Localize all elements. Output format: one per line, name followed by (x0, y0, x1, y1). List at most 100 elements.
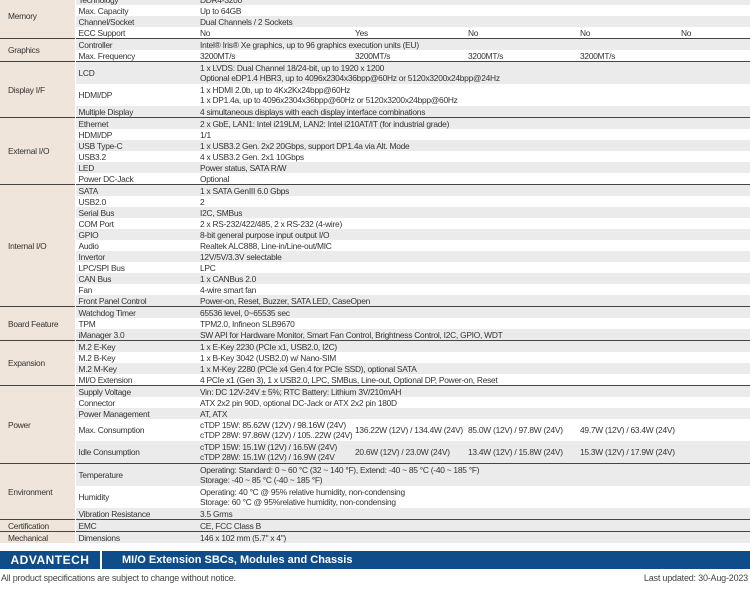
spec-label: Supply Voltage (75, 385, 197, 397)
spec-value-line: 2 x RS-232/422/485, 2 x RS-232 (4-wire) (200, 218, 343, 229)
spec-value-line: Optional (200, 173, 230, 184)
spec-value-line: 2 (200, 196, 205, 207)
spec-value: Power status, SATA R/W (197, 162, 750, 173)
spec-label: Max. Consumption (78, 425, 145, 435)
spec-row: HDMI/DP 1/1 (0, 129, 750, 140)
spec-row: Audio Realtek ALC888, Line-in/Line-out/MI… (0, 240, 750, 251)
spec-row: Board Feature Watchdog Timer 65536 level, … (0, 306, 750, 341)
spec-value: 1 x B-Key 3042 (USB2.0) w/ Nano-SIM (197, 352, 750, 363)
spec-label: LPC/SPI Bus (78, 262, 125, 273)
spec-value: 2 (197, 196, 750, 207)
spec-row: Environment Temperature Operating: Standar… (0, 463, 750, 520)
spec-value: Optional (197, 173, 750, 185)
spec-value-line: Intel® Iris® Xe graphics, up to 96 graph… (200, 39, 419, 50)
spec-label: Max. Capacity (78, 5, 129, 16)
spec-value: Intel® Iris® Xe graphics, up to 96 graph… (197, 38, 750, 50)
spec-value: 4 x USB3.2 Gen. 2x1 10Gbps (197, 151, 750, 162)
spec-label: Technology (75, 0, 197, 5)
spec-label: M.2 M-Key (75, 363, 197, 374)
spec-label: Invertor (75, 251, 197, 262)
spec-value: No (197, 27, 352, 39)
spec-label: HDMI/DP (78, 90, 113, 100)
spec-value-line: Operating: 40 °C @ 95% relative humidity… (200, 487, 405, 497)
spec-value-line: 20.6W (12V) / 23.0W (24V) (355, 447, 450, 457)
spec-value-line: Storage: 60 °C @ 95%relative humidity, n… (200, 497, 396, 507)
spec-label: Ethernet (75, 117, 197, 129)
spec-value-line: Dual Channels / 2 Sockets (200, 16, 293, 27)
spec-value: 3200MT/s (197, 50, 352, 62)
spec-value: cTDP 15W: 15.1W (12V) / 16.5W (24V) cTDP … (197, 441, 352, 464)
spec-value: Dual Channels / 2 Sockets (197, 16, 750, 27)
spec-value-line: 3200MT/s (355, 50, 391, 61)
spec-label: Front Panel Control (75, 295, 197, 307)
spec-value-line: Power status, SATA R/W (200, 162, 287, 173)
spec-value: 136.22W (12V) / 134.4W (24V) (352, 419, 465, 441)
spec-row: M.2 M-Key 1 x M-Key 2280 (PCIe x4 Gen.4 f… (0, 363, 750, 374)
spec-value: CE, FCC Class B (197, 519, 750, 532)
disclaimer: All product specifications are subject t… (1, 573, 236, 583)
spec-row: M.2 B-Key 1 x B-Key 3042 (USB2.0) w/ Nano… (0, 352, 750, 363)
spec-value-line: 4 PCIe x1 (Gen 3), 1 x USB2.0, LPC, SMBu… (200, 374, 498, 385)
spec-row: Internal I/O SATA 1 x SATA GenIII 6.0 Gbps (0, 184, 750, 307)
spec-value: AT, ATX (197, 408, 750, 419)
spec-value-line: 12V/5V/3.3V selectable (200, 251, 282, 262)
spec-value-line: cTDP 28W: 15.1W (12V) / 16.9W (24V (200, 452, 335, 462)
series-title: MI/O Extension SBCs, Modules and Chassis (122, 554, 353, 566)
spec-row: Max. Frequency 3200MT/s 3200MT/s 3200MT/s 32… (0, 50, 750, 62)
spec-value: No (465, 27, 577, 39)
spec-value-line: 85.0W (12V) / 97.8W (24V) (468, 425, 563, 435)
spec-value: Power-on, Reset, Buzzer, SATA LED, CaseO… (197, 295, 750, 307)
spec-label: Serial Bus (75, 207, 197, 218)
spec-row: HDMI/DP 1 x HDMI 2.0b, up to 4Kx2Kx24bpp@… (0, 84, 750, 106)
spec-label: ECC Support (78, 27, 126, 38)
spec-value-line: 4 x USB3.2 Gen. 2x1 10Gbps (200, 151, 304, 162)
spec-value: 12V/5V/3.3V selectable (197, 251, 750, 262)
spec-value-line: 3200MT/s (468, 50, 504, 61)
spec-label: Max. Frequency (78, 50, 136, 61)
spec-value-line: 8-bit general purpose input output I/O (200, 229, 330, 240)
spec-row: Max. Consumption cTDP 15W: 85.62W (12V) /… (0, 419, 750, 441)
spec-label: Audio (78, 240, 99, 251)
spec-value: 146 x 102 mm (5.7" x 4") (197, 531, 750, 543)
category-cell: Expansion (0, 340, 76, 386)
spec-value-line: Storage: -40 ~ 85 °C (-40 ~ 185 °F) (200, 475, 323, 485)
spec-value: cTDP 15W: 85.62W (12V) / 98.16W (24V) cTD… (197, 419, 352, 441)
spec-value-line: 146 x 102 mm (5.7" x 4") (200, 532, 287, 543)
spec-row: Mechanical Dimensions 146 x 102 mm (5.7" x… (0, 531, 750, 543)
spec-row: GPIO 8-bit general purpose input output I… (0, 229, 750, 240)
spec-value-line: 1 x E-Key 2230 (PCIe x1, USB2.0, I2C) (200, 341, 337, 352)
spec-row: TPM TPM2.0, Infineon SLB9670 (0, 318, 750, 329)
spec-row: USB3.2 4 x USB3.2 Gen. 2x1 10Gbps (0, 151, 750, 162)
spec-row: Idle Consumption cTDP 15W: 15.1W (12V) / … (0, 441, 750, 464)
spec-table: MemoryTechnologyDDR4-3200Max. CapacityUp… (0, 0, 750, 543)
last-updated: Last updated: 30-Aug-2023 (643, 573, 748, 583)
spec-row: External I/O Ethernet 2 x GbE, LAN1: Intel… (0, 117, 750, 185)
spec-value-line: 65536 level, 0~65535 sec (200, 307, 290, 318)
spec-value: 85.0W (12V) / 97.8W (24V) (465, 419, 577, 441)
spec-value: DDR4-3200 (197, 0, 750, 5)
spec-value-line: SW API for Hardware Monitor, Smart Fan C… (200, 329, 503, 340)
spec-value: 2 x RS-232/422/485, 2 x RS-232 (4-wire) (197, 218, 750, 229)
spec-label: Power Management (75, 408, 197, 419)
spec-value: 1 x CANBus 2.0 (197, 273, 750, 284)
spec-value-line: 1 x SATA GenIII 6.0 Gbps (200, 185, 290, 196)
spec-value-line: DDR4-3200 (200, 0, 750, 5)
spec-value-line: 4-wire smart fan (200, 284, 257, 295)
spec-value: 1 x LVDS: Dual Channel 18/24-bit, up to … (197, 61, 750, 84)
spec-value: Up to 64GB (197, 5, 750, 16)
spec-value-line: Operating: Standard: 0 ~ 60 °C (32 ~ 140… (200, 465, 480, 475)
spec-value-line: No (580, 27, 591, 38)
spec-value-line: 4 simultaneous displays with each displa… (200, 106, 426, 117)
spec-value: 65536 level, 0~65535 sec (197, 306, 750, 318)
spec-value-line: cTDP 28W: 97.86W (12V) / 105..22W (24V) (200, 430, 352, 440)
spec-row: Vibration Resistance 3.5 Grms (0, 508, 750, 520)
spec-row: Expansion M.2 E-Key 1 x E-Key 2230 (PCIe x… (0, 340, 750, 386)
spec-value-line: No (681, 27, 692, 38)
spec-row: Certification EMC CE, FCC Class B (0, 519, 750, 532)
spec-row: ECC Support No Yes No No No (0, 27, 750, 39)
spec-value-line: CE, FCC Class B (200, 520, 261, 531)
spec-row: Front Panel Control Power-on, Reset, Buzz… (0, 295, 750, 307)
spec-value: 1 x HDMI 2.0b, up to 4Kx2Kx24bpp@60Hz 1 x… (197, 84, 750, 106)
spec-label: USB3.2 (78, 151, 107, 162)
spec-label: HDMI/DP (78, 129, 113, 140)
